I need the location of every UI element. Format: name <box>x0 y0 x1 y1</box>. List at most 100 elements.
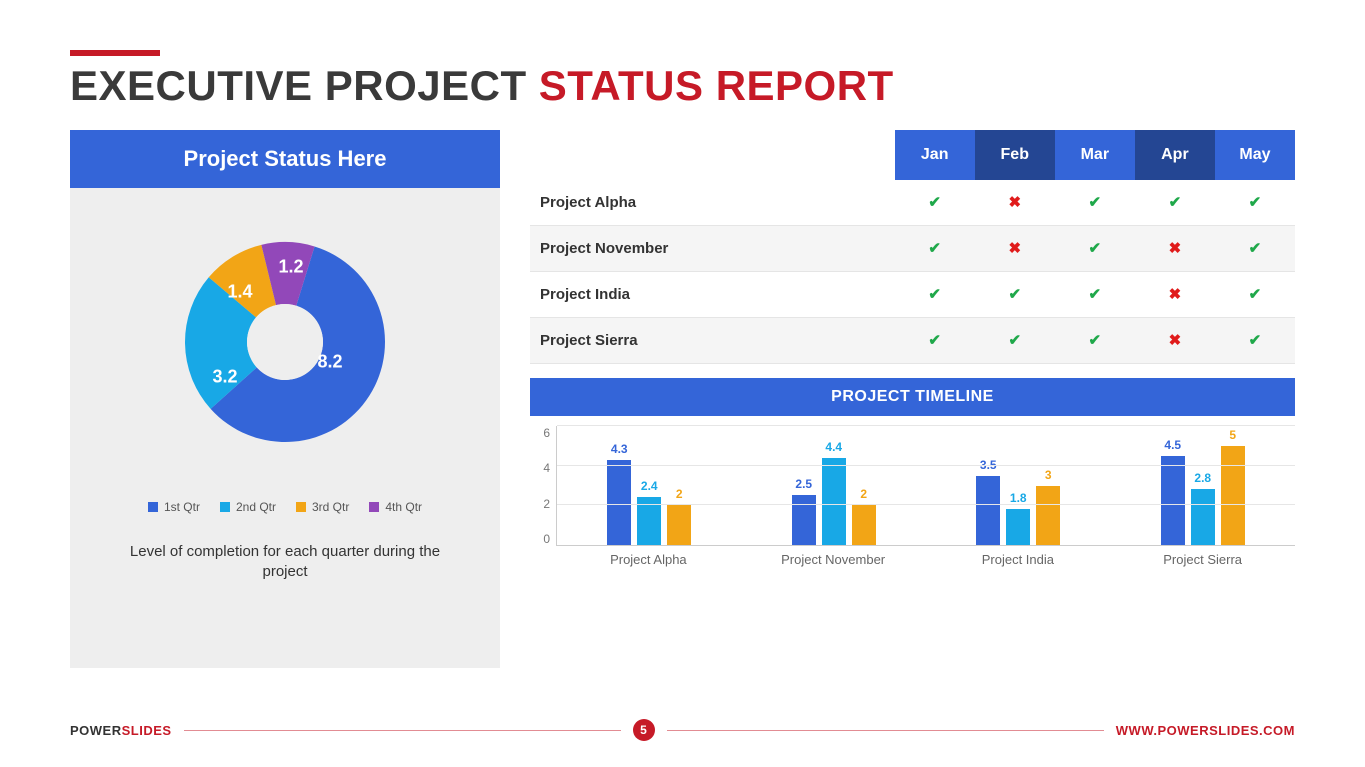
bar-value-label: 4.4 <box>825 440 842 454</box>
bar: 3 <box>1036 486 1060 546</box>
bar-value-label: 2.4 <box>641 479 658 493</box>
check-icon: ✔ <box>1215 226 1295 272</box>
title-part1: EXECUTIVE PROJECT <box>70 62 539 109</box>
bar-group: 2.5 4.4 2 <box>742 426 927 545</box>
legend-item: 3rd Qtr <box>296 500 349 514</box>
bar-value-label: 2.5 <box>795 477 812 491</box>
y-tick: 2 <box>543 497 550 511</box>
bar: 4.5 <box>1161 456 1185 545</box>
legend-label: 1st Qtr <box>164 500 200 514</box>
legend-swatch <box>220 502 230 512</box>
bar: 2.8 <box>1191 489 1215 545</box>
bar-value-label: 4.3 <box>611 442 628 456</box>
check-icon: ✔ <box>1135 180 1215 226</box>
bar: 4.3 <box>607 460 631 545</box>
check-icon: ✔ <box>1055 180 1135 226</box>
bar-value-label: 2.8 <box>1194 471 1211 485</box>
content-columns: Project Status Here 8.23.21.41.2 1st Qtr… <box>70 130 1295 668</box>
left-panel: Project Status Here 8.23.21.41.2 1st Qtr… <box>70 130 500 668</box>
title-part2: STATUS REPORT <box>539 62 894 109</box>
check-icon: ✔ <box>975 318 1055 364</box>
bar: 2 <box>667 505 691 545</box>
project-name-cell: Project India <box>530 272 895 318</box>
footer-line-right <box>667 730 1104 731</box>
table-header-month: Feb <box>975 130 1055 180</box>
check-icon: ✔ <box>1055 226 1135 272</box>
panel-body: 8.23.21.41.2 1st Qtr 2nd Qtr 3rd Qtr 4th Qt… <box>70 188 500 668</box>
donut-legend: 1st Qtr 2nd Qtr 3rd Qtr 4th Qtr <box>148 500 422 514</box>
bar: 2.5 <box>792 495 816 545</box>
check-icon: ✔ <box>1055 272 1135 318</box>
bar-value-label: 5 <box>1229 428 1236 442</box>
bar-group: 4.3 2.4 2 <box>557 426 742 545</box>
bar: 3.5 <box>976 476 1000 545</box>
cross-icon: ✖ <box>1135 226 1215 272</box>
legend-swatch <box>148 502 158 512</box>
footer-url: WWW.POWERSLIDES.COM <box>1116 723 1295 738</box>
brand: POWERSLIDES <box>70 723 172 738</box>
x-label: Project November <box>741 546 926 567</box>
bar-group: 3.5 1.8 3 <box>926 426 1111 545</box>
table-header-month: Apr <box>1135 130 1215 180</box>
table-row: Project November✔✖✔✖✔ <box>530 226 1295 272</box>
bar: 5 <box>1221 446 1245 545</box>
table-header-month: May <box>1215 130 1295 180</box>
donut-chart: 8.23.21.41.2 <box>155 212 415 472</box>
legend-swatch <box>296 502 306 512</box>
table-header-blank <box>530 130 895 180</box>
check-icon: ✔ <box>1055 318 1135 364</box>
legend-swatch <box>369 502 379 512</box>
x-axis-labels: Project AlphaProject NovemberProject Ind… <box>556 546 1295 567</box>
gridline <box>557 465 1295 466</box>
footer: POWERSLIDES 5 WWW.POWERSLIDES.COM <box>70 719 1295 741</box>
project-name-cell: Project November <box>530 226 895 272</box>
bar-group: 4.52.85 <box>1111 426 1296 545</box>
legend-label: 2nd Qtr <box>236 500 276 514</box>
status-table: JanFebMarAprMay Project Alpha✔✖✔✔✔Projec… <box>530 130 1295 364</box>
legend-label: 4th Qtr <box>385 500 422 514</box>
legend-label: 3rd Qtr <box>312 500 349 514</box>
table-row: Project Sierra✔✔✔✖✔ <box>530 318 1295 364</box>
table-header-month: Jan <box>895 130 975 180</box>
y-tick: 4 <box>543 461 550 475</box>
check-icon: ✔ <box>1215 272 1295 318</box>
timeline-header: PROJECT TIMELINE <box>530 378 1295 416</box>
check-icon: ✔ <box>895 226 975 272</box>
bar-value-label: 2 <box>860 487 867 501</box>
y-tick: 6 <box>543 426 550 440</box>
legend-item: 2nd Qtr <box>220 500 276 514</box>
cross-icon: ✖ <box>1135 318 1215 364</box>
bar-value-label: 3 <box>1045 468 1052 482</box>
check-icon: ✔ <box>975 272 1055 318</box>
table-row: Project Alpha✔✖✔✔✔ <box>530 180 1295 226</box>
panel-caption: Level of completion for each quarter dur… <box>120 542 450 583</box>
check-icon: ✔ <box>1215 180 1295 226</box>
plot-area: 4.32.422.54.423.51.834.52.85 <box>556 426 1295 546</box>
table-row: Project India✔✔✔✖✔ <box>530 272 1295 318</box>
check-icon: ✔ <box>1215 318 1295 364</box>
bar: 2 <box>852 505 876 545</box>
bar-value-label: 4.5 <box>1164 438 1181 452</box>
y-axis: 6 4 2 0 <box>530 426 556 546</box>
x-label: Project Sierra <box>1110 546 1295 567</box>
right-panel: JanFebMarAprMay Project Alpha✔✖✔✔✔Projec… <box>530 130 1295 668</box>
page-number: 5 <box>633 719 655 741</box>
check-icon: ✔ <box>895 272 975 318</box>
legend-item: 1st Qtr <box>148 500 200 514</box>
gridline <box>557 425 1295 426</box>
bar-value-label: 1.8 <box>1010 491 1027 505</box>
brand-part2: SLIDES <box>122 723 172 738</box>
check-icon: ✔ <box>895 180 975 226</box>
slide-title: EXECUTIVE PROJECT STATUS REPORT <box>70 62 1295 110</box>
x-label: Project India <box>926 546 1111 567</box>
project-name-cell: Project Sierra <box>530 318 895 364</box>
bar-value-label: 2 <box>676 487 683 501</box>
table-header-month: Mar <box>1055 130 1135 180</box>
y-tick: 0 <box>543 532 550 546</box>
legend-item: 4th Qtr <box>369 500 422 514</box>
gridline <box>557 504 1295 505</box>
slide: EXECUTIVE PROJECT STATUS REPORT Project … <box>0 0 1365 767</box>
check-icon: ✔ <box>895 318 975 364</box>
brand-part1: POWER <box>70 723 122 738</box>
project-name-cell: Project Alpha <box>530 180 895 226</box>
